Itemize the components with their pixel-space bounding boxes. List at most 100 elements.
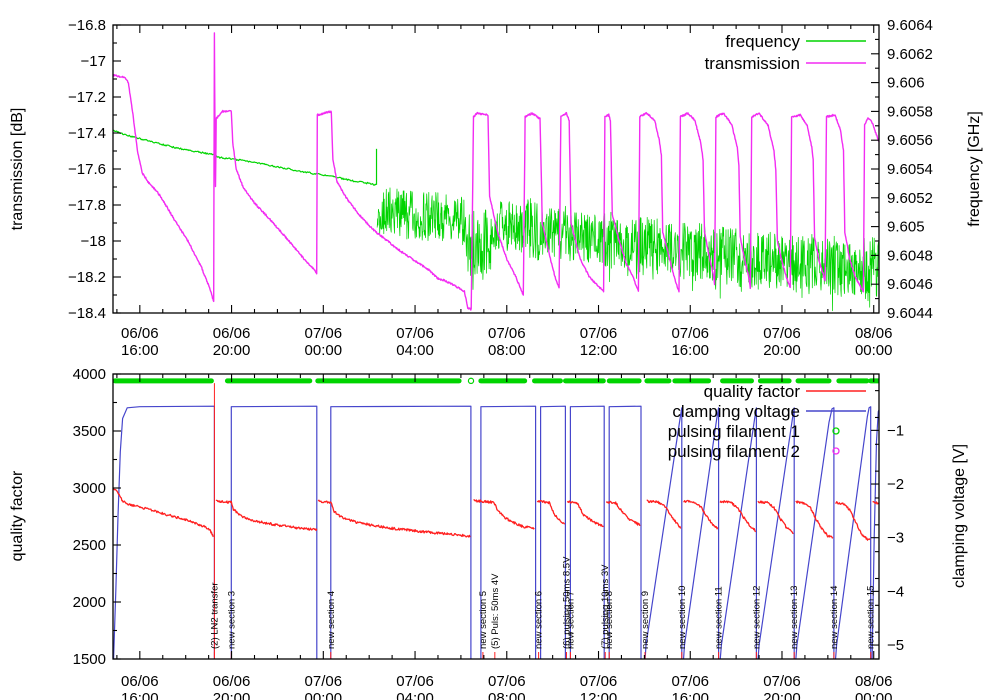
yr-tick-label-0: 9.6064 <box>887 17 933 34</box>
annotation-label-14: new section 13 <box>789 586 800 649</box>
yl-tick-label-5: 1500 <box>73 651 106 668</box>
yl-tick-label-5: −17.8 <box>68 197 106 214</box>
quality-factor-series-11 <box>795 500 834 539</box>
pulsing-filament-1-series-marker-0 <box>467 377 475 385</box>
yr-tick-label-1: 9.6062 <box>887 46 933 63</box>
x-tick-time-0: 16:00 <box>121 690 159 700</box>
yl-tick-label-6: −18 <box>81 233 106 250</box>
x-tick-time-3: 04:00 <box>396 342 434 359</box>
yl-tick-label-3: −17.4 <box>68 125 106 142</box>
x-tick-time-8: 00:00 <box>855 690 893 700</box>
yr-tick-label-2: −3 <box>887 530 904 547</box>
clamping-voltage-series-6 <box>608 405 642 659</box>
frequency-smooth-line <box>113 129 377 186</box>
quality-factor-series-1 <box>215 499 318 532</box>
x-tick-time-7: 20:00 <box>763 690 801 700</box>
x-tick-time-6: 16:00 <box>671 690 709 700</box>
x-tick-date-2: 07/06 <box>305 325 343 342</box>
x-tick-date-6: 07/06 <box>671 673 709 690</box>
annotation-label-0: (2) LN2 transfer <box>209 582 220 649</box>
x-tick-time-1: 20:00 <box>213 690 251 700</box>
clamping-voltage-series-9 <box>719 407 757 659</box>
x-tick-time-2: 00:00 <box>305 690 343 700</box>
x-tick-date-0: 06/06 <box>121 325 159 342</box>
yl-tick-label-4: −17.6 <box>68 161 106 178</box>
annotation-label-11: new section 10 <box>677 586 688 649</box>
annotation-label-15: new section 14 <box>829 586 840 649</box>
clamping-voltage-series-2 <box>330 405 472 659</box>
x-tick-time-7: 20:00 <box>763 342 801 359</box>
annotation-label-1: new section 3 <box>226 591 237 649</box>
clamping-voltage-series-8 <box>682 407 720 659</box>
x-tick-date-0: 06/06 <box>121 673 159 690</box>
x-tick-date-5: 07/06 <box>580 325 618 342</box>
yr-tick-label-4: −5 <box>887 637 904 654</box>
yr-tick-label-1: −2 <box>887 476 904 493</box>
annotation-label-7: new section 7 <box>565 591 576 649</box>
annotation-label-2: new section 4 <box>326 591 337 649</box>
yr-tick-label-10: 9.6044 <box>887 305 933 322</box>
x-tick-time-5: 12:00 <box>580 342 618 359</box>
x-tick-date-1: 06/06 <box>213 673 251 690</box>
x-tick-date-1: 06/06 <box>213 325 251 342</box>
top-chart: 06/0616:0006/0620:0007/0600:0007/0604:00… <box>9 17 983 359</box>
yr-tick-label-3: −4 <box>887 583 904 600</box>
clamping-voltage-series-5 <box>569 405 605 659</box>
quality-factor-series-2 <box>317 499 471 538</box>
clamping-voltage-series-7 <box>644 407 683 659</box>
y-axis-title: quality factor <box>9 470 26 561</box>
annotation-label-9: new section 8 <box>604 591 615 649</box>
yl-tick-label-0: −16.8 <box>68 17 106 34</box>
yl-tick-label-2: −17.2 <box>68 89 106 106</box>
yl-tick-label-4: 2000 <box>73 594 106 611</box>
x-tick-time-1: 20:00 <box>213 342 251 359</box>
legend-label-pulsing-filament-1: pulsing filament 1 <box>668 422 800 441</box>
x-tick-date-4: 07/06 <box>488 673 526 690</box>
annotation-label-16: new section 15 <box>866 586 877 649</box>
legend-label-clamping-voltage: clamping voltage <box>672 402 800 421</box>
x-tick-date-7: 07/06 <box>763 325 801 342</box>
yl-tick-label-8: −18.4 <box>68 305 106 322</box>
yr-tick-label-9: 9.6046 <box>887 276 933 293</box>
legend-label-frequency: frequency <box>725 32 800 51</box>
top-chart-plot-area <box>113 32 879 312</box>
bottom-chart: (2) LN2 transfer new section 3 new section… <box>9 366 968 700</box>
x-tick-date-8: 08/06 <box>855 673 893 690</box>
legend-sample-marker-2 <box>832 427 840 435</box>
clamping-voltage-series-4 <box>540 405 566 659</box>
quality-factor-series-0 <box>113 487 214 538</box>
y2-axis-title: frequency [GHz] <box>966 111 983 227</box>
quality-factor-series-8 <box>683 499 719 530</box>
quality-factor-series-7 <box>646 499 682 529</box>
quality-factor-series-9 <box>719 500 757 533</box>
x-tick-time-0: 16:00 <box>121 342 159 359</box>
clamping-voltage-series-10 <box>757 407 795 659</box>
x-tick-date-5: 07/06 <box>580 673 618 690</box>
yl-tick-label-1: −17 <box>81 53 106 70</box>
quality-factor-series-4 <box>536 499 566 525</box>
annotation-label-8: (7) pulsing 10ms 3V <box>600 564 611 649</box>
yl-tick-label-1: 3500 <box>73 423 106 440</box>
frequency-noise-band <box>376 187 879 312</box>
annotation-label-6: (6) pulsing 50ms 8.5V <box>562 556 573 649</box>
bottom-chart-plot-area <box>113 377 879 659</box>
x-tick-time-8: 00:00 <box>855 342 893 359</box>
x-tick-date-4: 07/06 <box>488 325 526 342</box>
clamping-voltage-series-1 <box>230 405 318 659</box>
yr-tick-label-2: 9.606 <box>887 75 925 92</box>
clamping-voltage-series-3 <box>480 405 537 659</box>
clamping-voltage-series-0 <box>113 405 215 659</box>
x-tick-date-8: 08/06 <box>855 325 893 342</box>
annotation-label-4: (5) Puls: 50ms 4V <box>490 573 501 649</box>
yr-tick-label-7: 9.605 <box>887 219 925 236</box>
yr-tick-label-3: 9.6058 <box>887 103 933 120</box>
x-tick-time-5: 12:00 <box>580 690 618 700</box>
legend-label-transmission: transmission <box>705 54 800 73</box>
annotation-label-12: new section 11 <box>714 586 725 649</box>
transmission-series <box>113 32 879 311</box>
yl-tick-label-7: −18.2 <box>68 269 106 286</box>
quality-factor-series-12 <box>835 501 871 541</box>
yl-tick-label-2: 3000 <box>73 480 106 497</box>
quality-factor-series-13 <box>872 501 879 505</box>
